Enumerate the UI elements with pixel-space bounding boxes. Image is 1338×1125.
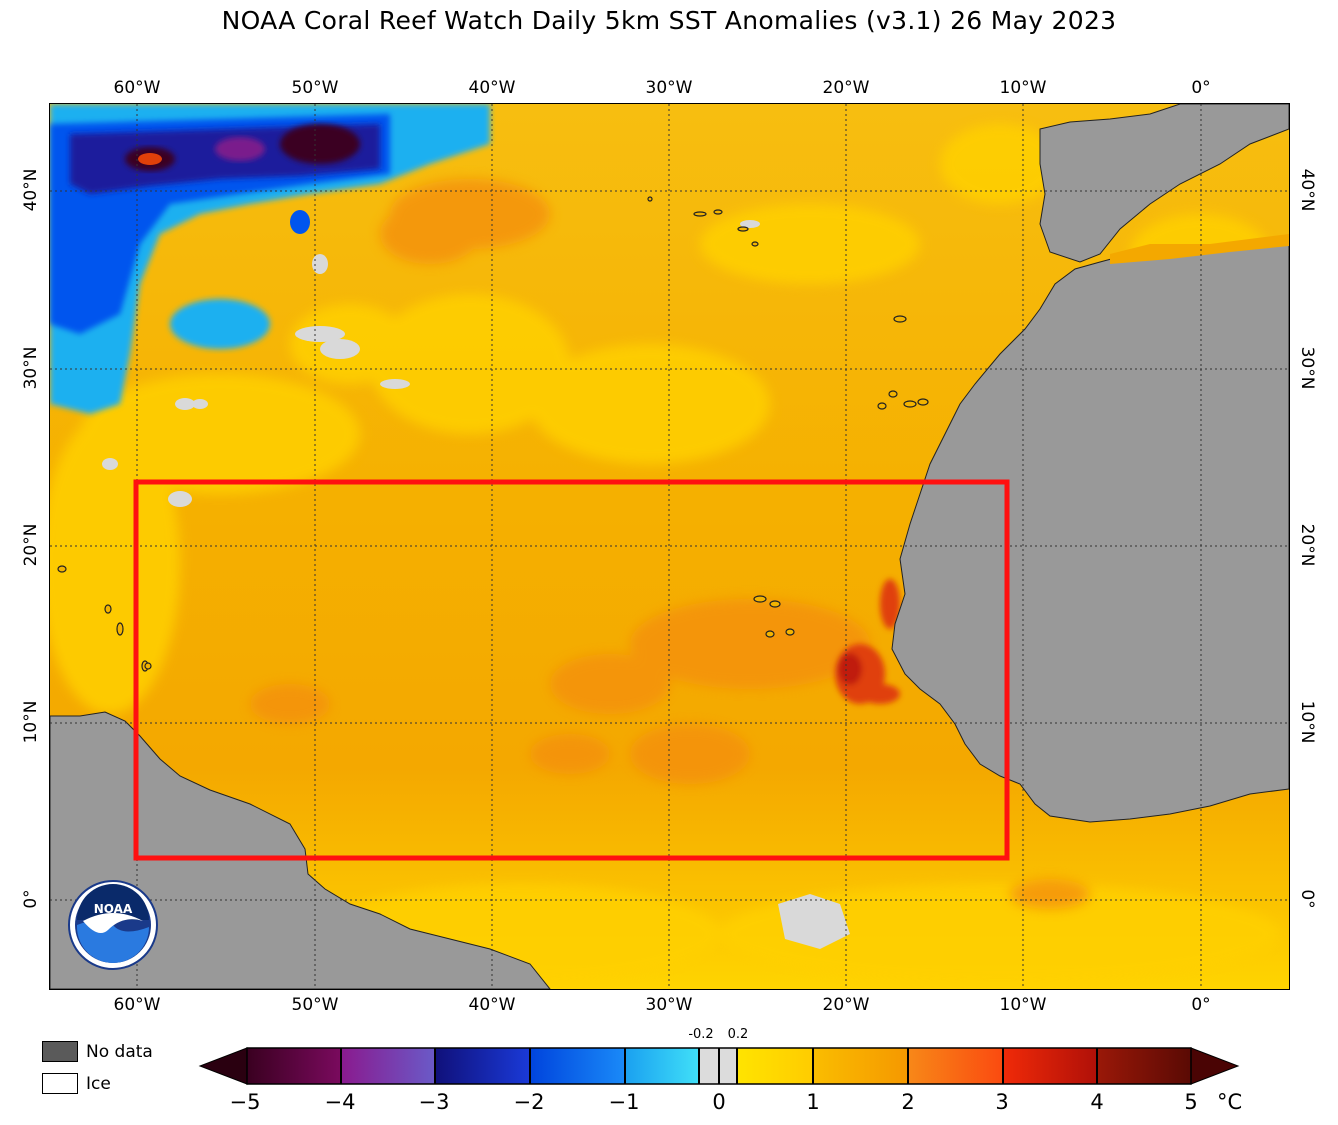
lat-label-left: 0° bbox=[21, 889, 41, 909]
lon-label-bottom: 20°W bbox=[822, 995, 870, 1015]
colorbar-tick: 3 bbox=[995, 1090, 1009, 1114]
land-south-america bbox=[50, 711, 551, 989]
lon-label-top: 10°W bbox=[999, 78, 1047, 98]
islands bbox=[57, 196, 929, 672]
lat-label-right: 30°N bbox=[1297, 346, 1317, 390]
lat-label-left: 20°N bbox=[21, 523, 41, 567]
map-title: NOAA Coral Reef Watch Daily 5km SST Anom… bbox=[221, 6, 1117, 35]
colorbar-tick: −5 bbox=[229, 1090, 261, 1114]
land-africa bbox=[891, 243, 1289, 823]
lat-label-right: 10°N bbox=[1297, 700, 1317, 744]
lon-label-top: 60°W bbox=[113, 78, 161, 98]
lon-label-top: 20°W bbox=[822, 78, 870, 98]
colorbar-tick: 0 bbox=[712, 1090, 726, 1114]
lon-label-top: 30°W bbox=[645, 78, 693, 98]
colorbar-unit: °C bbox=[1217, 1090, 1243, 1114]
colorbar-tick: 1 bbox=[806, 1090, 820, 1114]
lat-label-right: 0° bbox=[1297, 889, 1317, 909]
colorbar-tick: −4 bbox=[324, 1090, 356, 1114]
colorbar-small-tick: -0.2 bbox=[688, 1027, 714, 1042]
lat-label-left: 30°N bbox=[21, 346, 41, 390]
lon-label-bottom: 60°W bbox=[113, 995, 161, 1015]
lat-label-right: 20°N bbox=[1297, 523, 1317, 567]
colorbar-tick: 5 bbox=[1184, 1090, 1198, 1114]
mediterranean-sea bbox=[1110, 234, 1289, 264]
colorbar-tick: −2 bbox=[513, 1090, 545, 1114]
colorbar-tick: −3 bbox=[418, 1090, 450, 1114]
lat-label-right: 40°N bbox=[1297, 168, 1317, 212]
no-data-swatch bbox=[42, 1041, 78, 1062]
lon-label-bottom: 30°W bbox=[645, 995, 693, 1015]
missing-data-patches bbox=[102, 220, 850, 949]
lon-label-bottom: 10°W bbox=[999, 995, 1047, 1015]
colorbar-tick: 2 bbox=[901, 1090, 915, 1114]
orange-anomaly-patches bbox=[250, 179, 1090, 909]
lon-label-bottom: 40°W bbox=[468, 995, 516, 1015]
red-anomaly-hotspots bbox=[835, 579, 900, 704]
ice-swatch bbox=[42, 1073, 78, 1094]
lat-label-left: 40°N bbox=[21, 168, 41, 212]
lat-label-left: 10°N bbox=[21, 700, 41, 744]
cold-anomaly-northwest bbox=[50, 104, 490, 414]
colorbar-tick: −1 bbox=[608, 1090, 640, 1114]
highlight-box bbox=[133, 479, 1010, 861]
land-iberia bbox=[1039, 104, 1289, 263]
no-data-label: No data bbox=[86, 1042, 153, 1062]
colorbar-small-tick: 0.2 bbox=[727, 1027, 749, 1042]
graticule bbox=[50, 104, 1289, 989]
noaa-logo: NOAA bbox=[68, 880, 158, 970]
ice-label: Ice bbox=[86, 1074, 111, 1094]
svg-text:NOAA: NOAA bbox=[94, 902, 133, 916]
lon-label-bottom: 50°W bbox=[291, 995, 339, 1015]
lon-label-top: 50°W bbox=[291, 78, 339, 98]
lon-label-bottom: 0° bbox=[1191, 995, 1211, 1015]
lon-label-top: 0° bbox=[1191, 78, 1211, 98]
lon-label-top: 40°W bbox=[468, 78, 516, 98]
colorbar-tick: 4 bbox=[1090, 1090, 1104, 1114]
sst-anomaly-map: NOAA bbox=[49, 103, 1290, 990]
colorbar bbox=[198, 1047, 1240, 1085]
